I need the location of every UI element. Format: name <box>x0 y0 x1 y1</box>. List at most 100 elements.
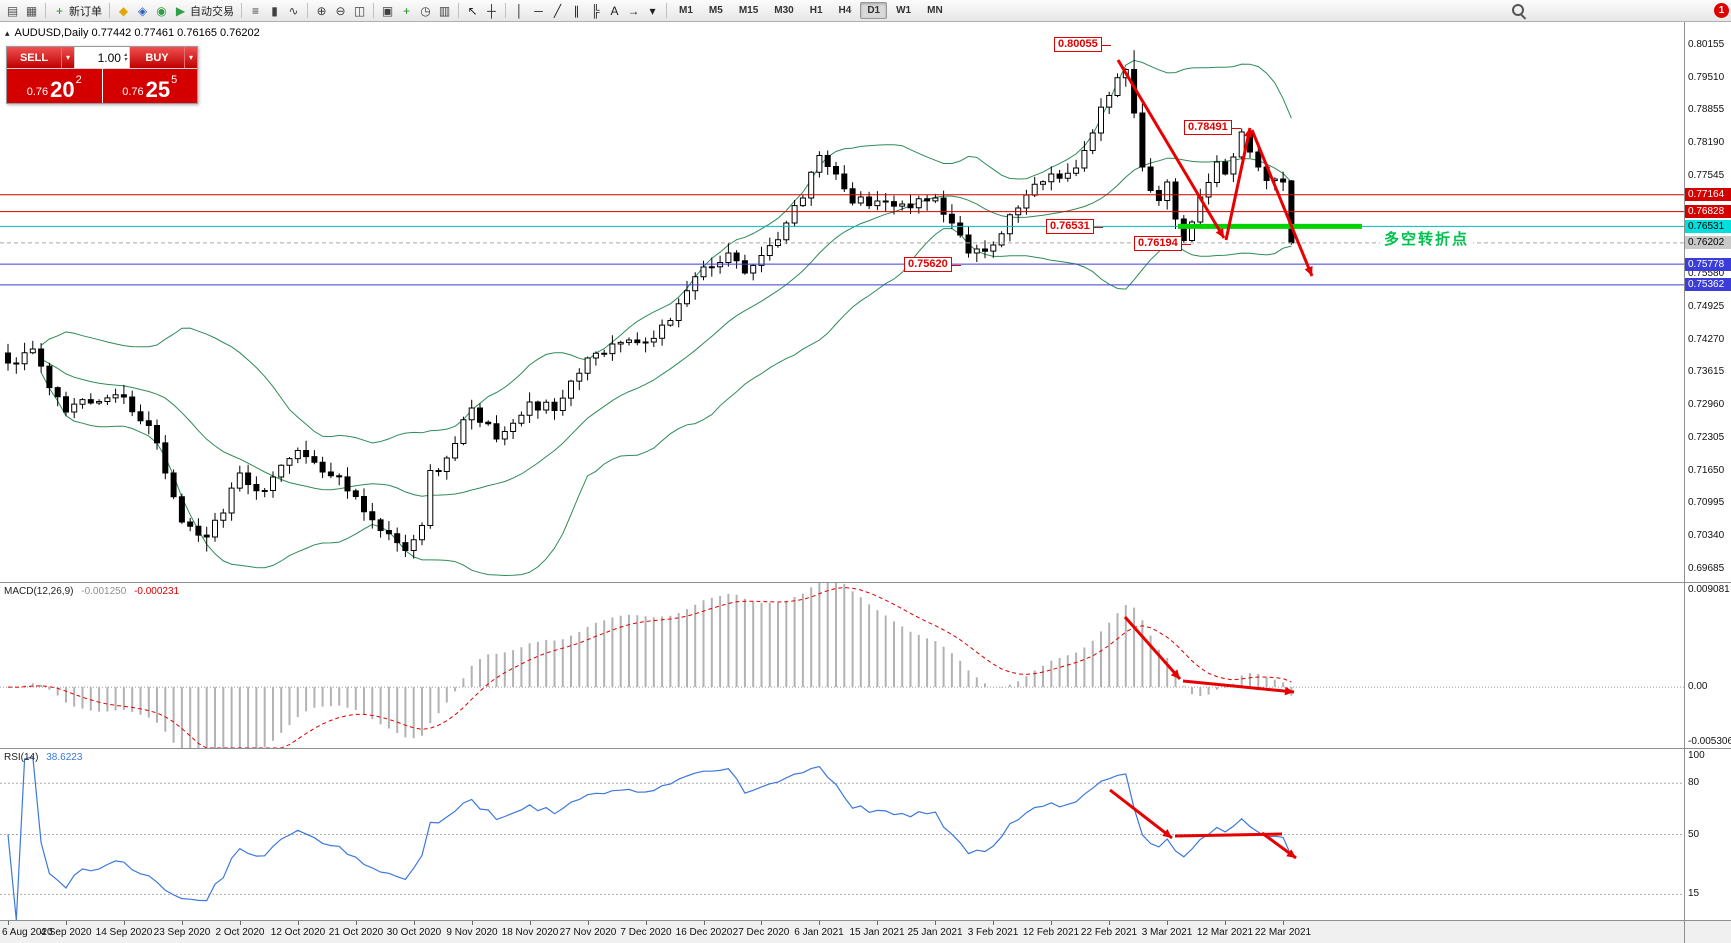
rsi-indicator <box>0 755 1684 921</box>
community-button[interactable]: ◉ <box>152 2 171 20</box>
chart-profiles-icon: ▦ <box>25 3 38 18</box>
trend-arrows <box>1109 59 1314 860</box>
date-tick <box>761 921 762 925</box>
turning-point-note[interactable]: 多空转折点 <box>1380 227 1474 250</box>
new-order-icon: + <box>55 3 63 18</box>
buy-dropdown[interactable]: ▾ <box>184 47 197 68</box>
candlestick-chart-icon: ▮ <box>271 3 278 18</box>
market-watch-button[interactable]: ◈ <box>133 2 152 20</box>
price-marker-0.76828: 0.76828 <box>1685 205 1731 218</box>
panel-divider-rsi[interactable] <box>0 748 1731 749</box>
new-chart-button[interactable]: ▤ <box>3 2 22 20</box>
timeframe-h4[interactable]: H4 <box>838 5 852 16</box>
arrows-tool-button[interactable]: → <box>624 2 643 20</box>
date-tick <box>819 921 820 925</box>
zoom-in-button[interactable]: ⊕ <box>312 2 331 20</box>
timeframe-d1[interactable]: D1 <box>860 2 888 19</box>
macd-indicator <box>0 583 1684 749</box>
cursor-icon: ↖ <box>467 3 478 18</box>
buy-price-button[interactable]: 0.76 25 5 <box>102 69 197 103</box>
search-icon[interactable] <box>1512 4 1527 20</box>
date-tick <box>182 921 183 925</box>
trendline-button[interactable]: ╱ <box>548 2 567 20</box>
timeframe-m30[interactable]: M30 <box>774 5 794 16</box>
shapes-dropdown-button[interactable]: ▾ <box>643 2 662 20</box>
volume-field[interactable]: 1.00 ▴ ▾ <box>74 47 130 68</box>
spin-down-icon[interactable]: ▾ <box>123 56 127 63</box>
period-clock-button[interactable]: ◷ <box>416 2 435 20</box>
candlestick-chart-button[interactable]: ▮ <box>265 2 284 20</box>
search-lens <box>1512 4 1524 16</box>
date-tick <box>1283 921 1284 925</box>
text-tool-button[interactable]: A <box>605 2 624 20</box>
chevron-down-icon: ▾ <box>188 53 193 62</box>
sell-button[interactable]: SELL <box>7 47 61 68</box>
bar-chart-button[interactable]: ≡ <box>246 2 265 20</box>
price-axis-label: 0.73615 <box>1688 366 1725 377</box>
line-chart-button[interactable]: ∿ <box>284 2 303 20</box>
zoom-out-button[interactable]: ⊖ <box>331 2 350 20</box>
vertical-line-icon: │ <box>515 3 524 18</box>
macd-axis-label: 0.00 <box>1688 681 1708 692</box>
tile-windows-button[interactable]: ◫ <box>350 2 369 20</box>
metaeditor-button[interactable]: ◆ <box>114 2 133 20</box>
horizontal-line-button[interactable]: ─ <box>529 2 548 20</box>
buy-button[interactable]: BUY <box>130 47 184 68</box>
timeframe-m15[interactable]: M15 <box>738 5 759 16</box>
timeframe-m5[interactable]: M5 <box>708 5 723 16</box>
market-watch-icon: ◈ <box>137 3 148 18</box>
timeframe-m1[interactable]: M1 <box>679 5 693 16</box>
metaeditor-icon: ◆ <box>118 3 129 18</box>
new-order-button[interactable]: + 新订单 <box>50 2 105 20</box>
price-callout-0.75620[interactable]: 0.75620 <box>904 257 961 272</box>
arrange-windows-icon: ▣ <box>381 3 394 18</box>
rsi-label: RSI(14) 38.6223 <box>4 752 87 763</box>
templates-button[interactable]: ▥ <box>435 2 454 20</box>
arrows-tool-icon: → <box>627 3 640 18</box>
price-callout-0.80055[interactable]: 0.80055 <box>1054 37 1111 52</box>
volume-spinner[interactable]: ▴ ▾ <box>123 51 127 63</box>
price-callout-0.76194[interactable]: 0.76194 <box>1134 236 1191 251</box>
arrange-windows-button[interactable]: ▣ <box>378 2 397 20</box>
channel-button[interactable]: ∥ <box>567 2 586 20</box>
horizontal-level-lines <box>0 194 1684 286</box>
collapse-trade-panel-icon[interactable]: ▴ <box>5 27 10 38</box>
notification-badge[interactable]: 1 <box>1714 3 1729 18</box>
timeframe-w1[interactable]: W1 <box>896 5 912 16</box>
date-axis-label: 6 Jan 2021 <box>794 927 844 938</box>
buy-price-big: 25 <box>145 77 171 102</box>
sell-price-base: 0.76 <box>26 86 49 98</box>
timeframe-h1[interactable]: H1 <box>809 5 823 16</box>
price-axis-label: 0.77545 <box>1688 170 1725 181</box>
spin-up-icon[interactable]: ▴ <box>123 51 127 58</box>
price-axis-label: 0.70995 <box>1688 497 1725 508</box>
date-axis-label: 12 Feb 2021 <box>1022 927 1080 938</box>
date-tick <box>8 921 9 925</box>
vertical-line-button[interactable]: │ <box>510 2 529 20</box>
crosshair-button[interactable]: ┼ <box>482 2 501 20</box>
price-marker-0.77164: 0.77164 <box>1685 188 1731 201</box>
date-axis[interactable]: 6 Aug 2020 4 Sep 2020 14 Sep 2020 23 Sep 20… <box>0 920 1731 943</box>
macd-main-value: -0.001250 <box>81 586 127 597</box>
panel-divider-macd[interactable] <box>0 582 1731 583</box>
period-clock-icon: ◷ <box>420 3 431 18</box>
bollinger-bands <box>40 59 1292 577</box>
sell-dropdown[interactable]: ▾ <box>61 47 74 68</box>
price-marker-0.76531: 0.76531 <box>1685 220 1731 233</box>
add-indicator-button[interactable]: + <box>397 2 416 20</box>
date-tick <box>298 921 299 925</box>
fibonacci-button[interactable]: ╠ <box>586 2 605 20</box>
timeframe-mn[interactable]: MN <box>927 5 943 16</box>
chart-ohlc-label: AUDUSD,Daily 0.77442 0.77461 0.76165 0.7… <box>14 27 260 39</box>
cursor-button[interactable]: ↖ <box>463 2 482 20</box>
price-callout-0.76531[interactable]: 0.76531 <box>1046 219 1103 234</box>
zoom-out-icon: ⊖ <box>335 3 346 18</box>
macd-axis-label: 0.009081 <box>1688 584 1730 595</box>
sell-price-button[interactable]: 0.76 20 2 <box>7 69 102 103</box>
date-axis-label: 15 Jan 2021 <box>849 927 905 938</box>
chart-profiles-button[interactable]: ▦ <box>22 2 41 20</box>
price-callout-0.78491[interactable]: 0.78491 <box>1184 120 1241 135</box>
date-axis-label: 3 Feb 2021 <box>967 927 1019 938</box>
price-axis-label: 0.79510 <box>1688 72 1725 83</box>
autotrade-button[interactable]: ▶ 自动交易 <box>171 2 237 20</box>
